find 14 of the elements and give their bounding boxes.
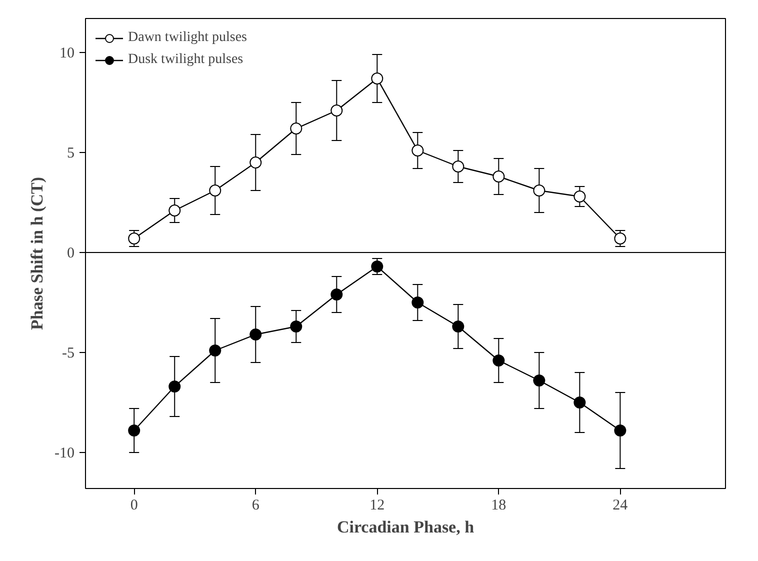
y-tick-label: -10 (54, 446, 75, 462)
y-tick-label: 10 (60, 46, 74, 62)
y-tick-label: -5 (62, 346, 75, 362)
x-tick-label: 0 (130, 498, 138, 514)
x-axis-title: Circadian Phase, h (336, 518, 475, 536)
x-tick-label: 24 (612, 498, 628, 514)
legend-label: Dusk twilight pulses (128, 52, 244, 68)
legend-label: Dawn twilight pulses (128, 30, 247, 46)
x-tick-label: 12 (370, 498, 385, 514)
y-tick-label: 0 (67, 246, 74, 262)
x-tick-label: 6 (252, 498, 260, 514)
y-tick-label: 5 (67, 146, 74, 162)
x-tick-label: 18 (491, 498, 506, 514)
y-axis-title: Phase Shift in h (CT) (28, 176, 47, 330)
